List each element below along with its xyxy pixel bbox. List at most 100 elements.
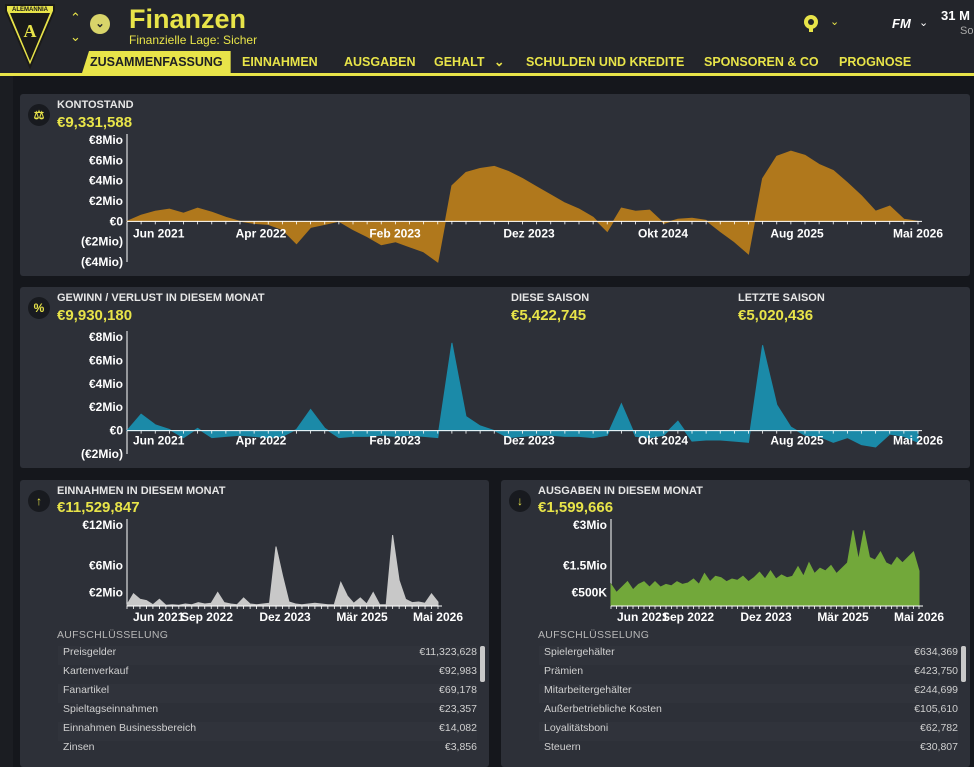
y-tick-label: €0 [110,214,124,228]
balance-value: €9,331,588 [57,114,133,131]
list-item[interactable]: Zinsen €3,856 [63,741,477,753]
y-tick-label: €2Mio [89,194,123,208]
y-tick-label: €1.5Mio [563,559,607,573]
list-item[interactable]: Außerbetriebliche Kosten €105,610 [544,703,958,715]
x-tick-label: Feb 2023 [369,434,421,448]
y-tick-label: €12Mio [82,518,123,532]
expenses-label: AUSGABEN IN DIESEM MONAT [538,485,703,497]
tab-sponsors[interactable]: SPONSOREN & CO [704,55,819,69]
list-item[interactable]: Einnahmen Businessbereich €14,082 [58,722,477,741]
x-tick-label: Mai 2026 [413,610,463,624]
x-tick-label: Jun 2021 [133,610,185,624]
expenses-value: €1,599,666 [538,499,614,516]
tab-debts-loans[interactable]: SCHULDEN UND KREDITE [526,55,685,69]
x-tick-label: Mai 2026 [893,226,943,240]
list-item[interactable]: Fanartikel €69,178 [58,684,477,703]
tab-bar: ZUSAMMENFASSUNG EINNAHMEN AUSGABEN GEHAL… [82,51,936,73]
balance-label: KONTOSTAND [57,99,134,111]
x-tick-label: Dez 2023 [259,610,311,624]
y-tick-label: €500K [572,586,608,600]
income-breakdown-title: AUFSCHLÜSSELUNG [57,629,169,641]
list-item[interactable]: Preisgelder €11,323,628 [58,646,477,665]
series-area [126,150,919,263]
y-tick-label: €3Mio [573,518,607,532]
chevron-down-icon[interactable]: ⌄ [90,14,110,34]
x-tick-label: Apr 2022 [236,226,287,240]
x-tick-label: Jun 2021 [133,434,185,448]
y-tick-label: (€2Mio) [81,447,123,461]
y-tick-label: €6Mio [89,353,123,367]
list-item[interactable]: Spieltagseinnahmen €23,357 [63,703,477,715]
x-tick-label: Okt 2024 [638,434,688,448]
income-label: EINNAHMEN IN DIESEM MONAT [57,485,226,497]
x-tick-label: Apr 2022 [236,434,287,448]
x-tick-label: Feb 2023 [369,226,421,240]
current-date[interactable]: 31 M [941,8,970,23]
trophy-icon[interactable] [800,13,822,33]
list-item[interactable]: Loyalitätsboni €62,782 [539,722,958,741]
balance-chart: €8Mio €6Mio €4Mio €2Mio €0 (€2Mio) (€4Mio) Jun … [81,133,943,269]
tab-salary[interactable]: GEHALT ⌄ [434,51,504,73]
club-logo[interactable]: ALEMANNIA A [4,3,56,69]
next-arrow-icon[interactable]: ⌄ [70,29,81,44]
profit-chart: €8Mio €6Mio €4Mio €2Mio €0 (€2Mio) Jun 2021 Apr… [81,330,943,461]
arrow-up-icon: ↑ [28,490,50,512]
page-title: Finanzen [129,4,247,34]
chevron-down-icon[interactable]: ⌄ [830,16,840,28]
x-tick-label: Dez 2023 [503,226,555,240]
expenses-panel: ↓ AUSGABEN IN DIESEM MONAT €1,599,666 €3… [501,480,970,767]
arrow-down-icon: ↓ [509,490,531,512]
expenses-scrollbar[interactable] [961,646,966,682]
list-item[interactable]: Spielergehälter €634,369 [539,646,958,665]
y-tick-label: €4Mio [89,174,123,188]
income-scrollbar[interactable] [480,646,485,682]
list-item[interactable]: Kartenverkauf €92,983 [63,665,477,677]
chevron-down-icon: ⌄ [493,55,505,69]
last-season-label: LETZTE SAISON [738,292,825,304]
x-tick-label: Aug 2025 [770,226,824,240]
previous-arrow-icon[interactable]: ⌃ [70,10,81,25]
y-tick-label: €2Mio [89,586,123,600]
x-tick-label: Sep 2022 [662,610,714,624]
balance-scale-icon: ⚖ [28,104,50,126]
svg-text:A: A [24,21,37,41]
tab-income[interactable]: EINNAHMEN [242,55,318,69]
y-tick-label: €4Mio [89,377,123,391]
list-item[interactable]: Prämien €423,750 [544,665,958,677]
x-tick-label: Mär 2025 [817,610,869,624]
y-tick-label: (€2Mio) [81,235,123,249]
y-tick-label: €0 [110,424,124,438]
club-logo-text: ALEMANNIA [12,7,49,13]
x-tick-label: Sep 2022 [181,610,233,624]
sidebar-edge [0,76,13,767]
x-tick-label: Aug 2025 [770,434,824,448]
series-area [126,535,439,607]
y-tick-label: (€4Mio) [81,255,123,269]
y-tick-label: €6Mio [89,559,123,573]
fm-menu[interactable]: FM [892,16,911,31]
tab-summary[interactable]: ZUSAMMENFASSUNG [82,51,231,73]
x-tick-label: Mai 2026 [894,610,944,624]
y-tick-label: €2Mio [89,400,123,414]
x-tick-label: Dez 2023 [740,610,792,624]
tab-expenses[interactable]: AUSGABEN [344,55,416,69]
y-tick-label: €6Mio [89,153,123,167]
income-value: €11,529,847 [57,499,140,516]
balance-panel: ⚖ KONTOSTAND €9,331,588 €8Mio €6Mio €4Mio €… [20,94,970,276]
tab-salary-label: GEHALT [434,55,485,69]
x-tick-label: Mär 2025 [336,610,388,624]
season-value: €5,422,745 [511,307,587,324]
percent-icon: % [28,297,50,319]
expenses-breakdown-title: AUFSCHLÜSSELUNG [538,629,650,641]
chevron-down-icon[interactable]: ⌄ [919,17,929,29]
x-tick-label: Okt 2024 [638,226,688,240]
list-item[interactable]: Steuern €30,807 [544,741,958,753]
last-season-value: €5,020,436 [738,307,814,324]
list-item[interactable]: Mitarbeitergehälter €244,699 [539,684,958,703]
tab-forecast[interactable]: PROGNOSE [839,55,912,69]
season-label: DIESE SAISON [511,292,590,304]
income-panel: ↑ EINNAHMEN IN DIESEM MONAT €11,529,847 … [20,480,489,767]
series-area [610,530,920,607]
